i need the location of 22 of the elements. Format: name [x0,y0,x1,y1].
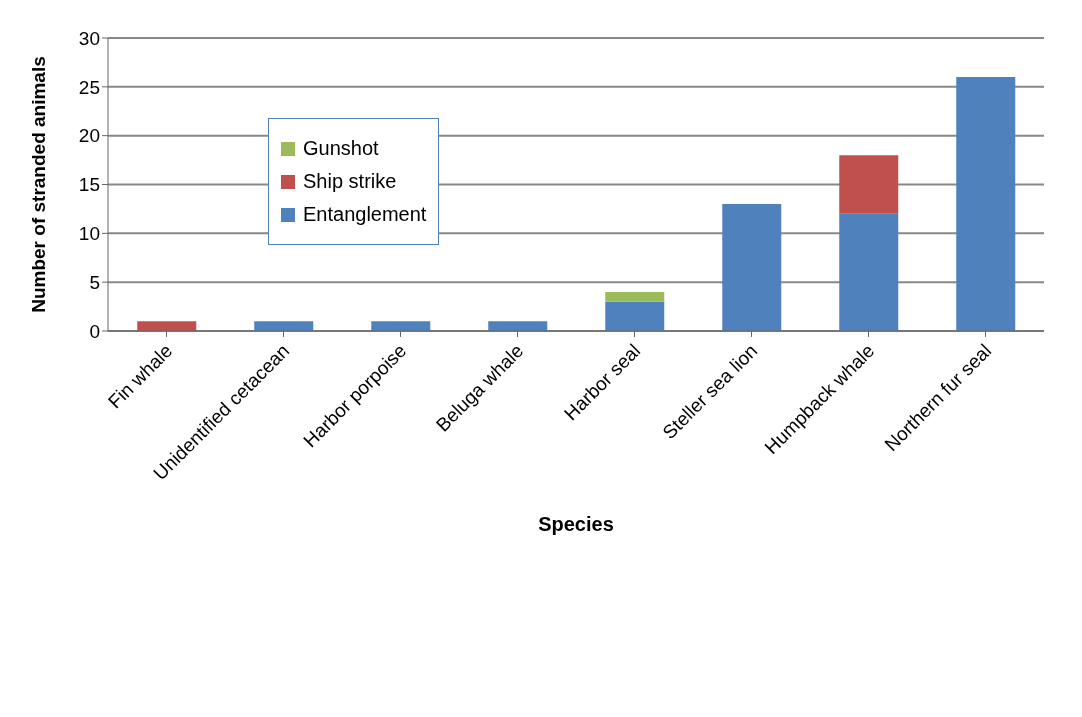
y-axis-title: Number of stranded animals [27,56,49,313]
bar [956,77,1016,331]
legend-label: Ship strike [303,170,397,193]
bar [839,213,899,331]
bar [488,321,548,331]
y-tick-label: 15 [78,174,100,196]
y-tick-label: 30 [78,27,100,49]
bar [605,301,665,331]
y-tick-label: 10 [78,223,100,245]
bar [137,321,197,331]
legend-label: Entanglement [303,203,427,226]
bar [722,204,782,331]
bar [254,321,314,331]
bar [371,321,431,331]
x-axis-title: Species [538,513,614,535]
bar [605,291,665,302]
y-tick-label: 5 [89,271,100,293]
y-tick-label: 0 [89,320,100,342]
y-tick-label: 25 [78,76,100,98]
legend-label: Gunshot [303,137,379,160]
y-tick-label: 20 [78,125,100,147]
bar [839,155,899,214]
